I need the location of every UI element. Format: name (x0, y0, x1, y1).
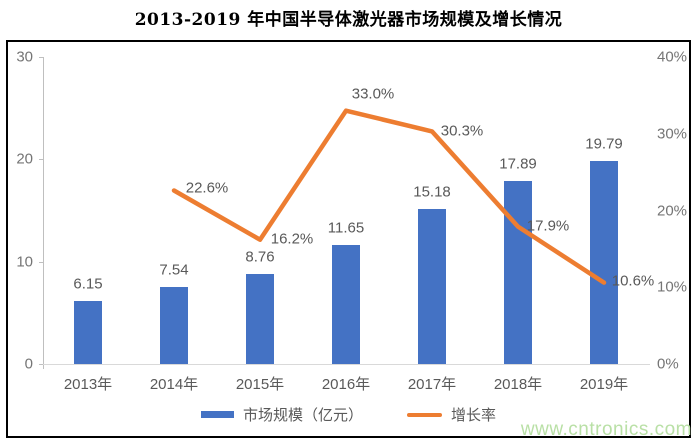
market-size-bar (504, 181, 532, 364)
line-series-swatch (407, 412, 442, 417)
market-size-bar (74, 301, 102, 364)
market-size-bar (590, 161, 618, 364)
x-axis-category-label: 2013年 (63, 376, 113, 393)
x-axis-line (43, 364, 650, 365)
line-value-label: 10.6% (611, 272, 655, 290)
left-axis-tick (39, 262, 43, 263)
market-size-bar (160, 287, 188, 364)
right-axis-tick-label: 40% (657, 48, 688, 66)
bar-value-label: 19.79 (585, 135, 623, 153)
line-value-label: 17.9% (526, 217, 570, 235)
right-axis-tick-label: 0% (657, 355, 679, 373)
market-size-bar (418, 209, 446, 364)
x-axis-category-label: 2015年 (235, 376, 285, 393)
bar-value-label: 7.54 (159, 261, 189, 279)
watermark: www.cntronics.com (520, 419, 692, 440)
legend-item-market-size: 市场规模（亿元） (200, 404, 363, 425)
legend: 市场规模（亿元） 增长率 (0, 404, 697, 425)
bar-value-label: 11.65 (327, 219, 365, 237)
left-axis-line (43, 57, 44, 364)
left-axis-tick-label: 10 (16, 253, 33, 271)
bar-value-label: 15.18 (413, 183, 451, 201)
bar-value-label: 8.76 (245, 248, 275, 266)
market-size-bar (332, 245, 360, 364)
legend-item-growth-rate: 增长率 (407, 404, 496, 425)
bar-series-swatch (200, 411, 234, 418)
x-axis-category-label: 2016年 (321, 376, 371, 393)
line-value-label: 16.2% (270, 230, 314, 248)
right-axis-tick-label: 10% (657, 278, 688, 296)
legend-label-market-size: 市场规模（亿元） (242, 407, 363, 424)
market-size-bar (246, 274, 274, 364)
line-value-label: 30.3% (440, 122, 484, 140)
right-axis-tick-label: 30% (657, 125, 688, 143)
x-axis-tick (43, 365, 44, 369)
x-axis-category-label: 2018年 (493, 376, 543, 393)
line-value-label: 22.6% (185, 179, 229, 197)
left-axis-tick-label: 0 (24, 355, 33, 373)
left-axis-tick-label: 30 (16, 48, 33, 66)
x-axis-category-label: 2014年 (149, 376, 199, 393)
right-axis-tick-label: 20% (657, 202, 688, 220)
line-value-label: 33.0% (351, 85, 395, 103)
legend-label-growth-rate: 增长率 (451, 407, 497, 424)
left-axis-tick (39, 159, 43, 160)
bar-value-label: 17.89 (499, 155, 537, 173)
left-axis-tick-label: 20 (16, 150, 33, 168)
x-axis-category-label: 2017年 (407, 376, 457, 393)
x-axis-category-label: 2019年 (579, 376, 629, 393)
left-axis-tick (39, 57, 43, 58)
left-axis-tick (39, 364, 43, 365)
growth-rate-polyline (171, 108, 607, 285)
bar-value-label: 6.15 (73, 275, 103, 293)
chart-title: 2013-2019 年中国半导体激光器市场规模及增长情况 (134, 10, 563, 30)
